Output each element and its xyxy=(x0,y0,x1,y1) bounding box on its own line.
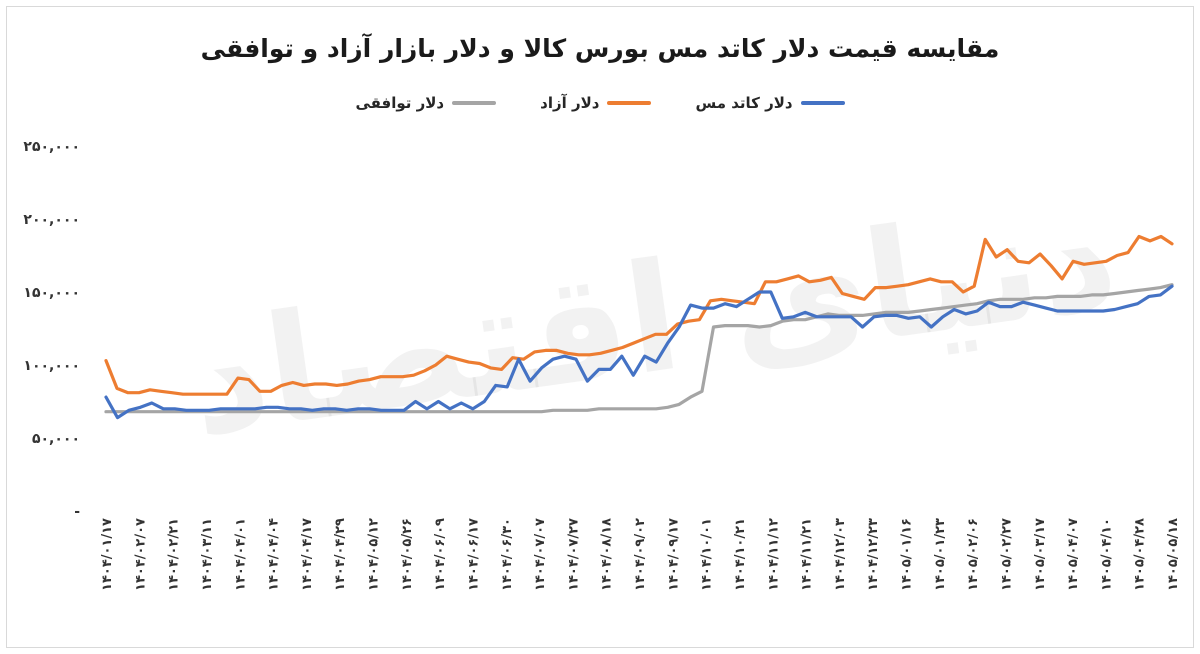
x-tick-label: ۱۴۰۴/۰۷/۲۷ xyxy=(566,518,581,591)
legend-swatch-agreed xyxy=(452,101,497,105)
legend-label-agreed: دلار توافقی xyxy=(355,94,445,112)
x-tick-label: ۱۴۰۴/۰۹/۰۲ xyxy=(633,518,648,591)
x-tick-label: ۱۴۰۴/۰۴/۱۷ xyxy=(300,518,315,591)
x-tick-label: ۱۴۰۵/۰۱/۲۳ xyxy=(933,518,948,591)
x-tick-label: ۱۴۰۴/۰۶/۰۹ xyxy=(433,518,448,591)
x-tick-label: ۱۴۰۴/۰۵/۱۲ xyxy=(367,518,382,591)
x-tick-label: ۱۴۰۴/۰۱/۱۷ xyxy=(100,518,115,591)
y-tick-label: ۲۵۰,۰۰۰ xyxy=(23,139,80,155)
legend-label-copper: دلار کاتد مس xyxy=(695,94,793,112)
x-tick-label: ۱۴۰۴/۱۲/۰۳ xyxy=(833,518,848,591)
legend-swatch-free xyxy=(607,101,652,105)
x-tick-label: ۱۴۰۵/۰۱/۱۶ xyxy=(900,518,915,591)
x-tick-label: ۱۴۰۴/۱۱/۲۱ xyxy=(800,518,815,591)
x-tick-label: ۱۴۰۴/۰۳/۱۱ xyxy=(200,518,215,591)
x-tick-label: ۱۴۰۵/۰۴/۱۰ xyxy=(1099,518,1114,591)
series-line-copper xyxy=(104,284,1174,420)
x-tick-label: ۱۴۰۵/۰۵/۱۸ xyxy=(1166,518,1181,591)
x-tick-label: ۱۴۰۴/۰۴/۰۴ xyxy=(267,518,282,591)
y-tick-label: - xyxy=(74,504,80,520)
series-line-agreed xyxy=(104,283,1174,414)
legend-item-agreed: دلار توافقی xyxy=(355,94,497,112)
x-tick-label: ۱۴۰۴/۰۲/۰۷ xyxy=(133,518,148,591)
y-tick-label: ۲۰۰,۰۰۰ xyxy=(23,212,80,228)
x-tick-label: ۱۴۰۴/۰۷/۰۷ xyxy=(533,518,548,591)
legend-label-free: دلار آزاد xyxy=(540,94,600,112)
x-tick-label: ۱۴۰۴/۰۴/۰۱ xyxy=(233,518,248,591)
x-tick-label: ۱۴۰۴/۰۶/۱۷ xyxy=(466,518,481,591)
legend-item-free: دلار آزاد xyxy=(540,94,652,112)
x-tick-label: ۱۴۰۴/۱۱/۱۲ xyxy=(766,518,781,591)
x-tick-label: ۱۴۰۵/۰۳/۱۷ xyxy=(1033,518,1048,591)
x-tick-label: ۱۴۰۴/۱۰/۲۱ xyxy=(733,518,748,591)
x-tick-label: ۱۴۰۵/۰۲/۲۷ xyxy=(999,518,1014,591)
x-tick-label: ۱۴۰۴/۱۰/۰۱ xyxy=(700,518,715,591)
chart-frame xyxy=(6,6,1194,648)
y-tick-label: ۱۰۰,۰۰۰ xyxy=(23,358,80,374)
x-tick-label: ۱۴۰۴/۰۲/۲۱ xyxy=(167,518,182,591)
x-tick-label: ۱۴۰۴/۰۹/۱۷ xyxy=(666,518,681,591)
legend-item-copper: دلار کاتد مس xyxy=(695,94,845,112)
x-tick-label: ۱۴۰۴/۰۵/۲۶ xyxy=(400,518,415,591)
x-tick-label: ۱۴۰۵/۰۴/۰۷ xyxy=(1066,518,1081,591)
x-tick-label: ۱۴۰۵/۰۲/۰۶ xyxy=(966,518,981,591)
y-tick-label: ۵۰,۰۰۰ xyxy=(32,431,80,447)
x-tick-label: ۱۴۰۴/۰۶/۳۰ xyxy=(500,518,515,591)
chart-legend: دلار کاتد مس دلار آزاد دلار توافقی xyxy=(0,94,1200,112)
x-tick-label: ۱۴۰۵/۰۴/۲۸ xyxy=(1133,518,1148,591)
series-line-free xyxy=(104,234,1174,396)
y-tick-label: ۱۵۰,۰۰۰ xyxy=(23,285,80,301)
x-tick-label: ۱۴۰۴/۰۸/۱۸ xyxy=(600,518,615,591)
legend-swatch-copper xyxy=(800,101,845,105)
chart-title: مقایسه قیمت دلار کاتد مس بورس کالا و دلا… xyxy=(200,34,1000,63)
x-tick-label: ۱۴۰۴/۰۴/۲۹ xyxy=(333,518,348,591)
x-tick-label: ۱۴۰۴/۱۲/۲۳ xyxy=(866,518,881,591)
